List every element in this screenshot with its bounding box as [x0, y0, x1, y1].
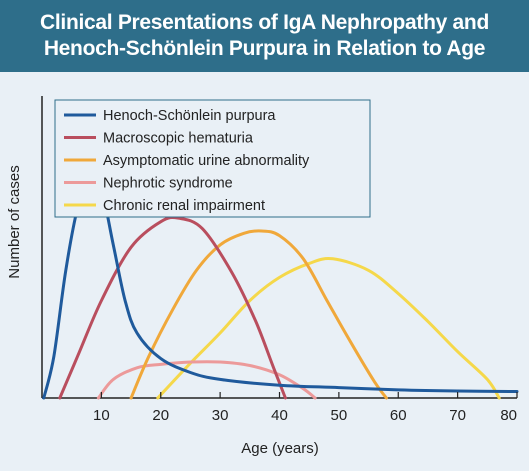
x-tick-label: 50 [331, 407, 348, 424]
legend-label-2: Macroscopic hematuria [103, 131, 254, 147]
x-tick-label: 30 [212, 407, 229, 424]
series-line-3 [129, 229, 388, 400]
legend-label-1: Henoch-Schönlein purpura [103, 108, 276, 124]
chart-title-line-2: Henoch-Schönlein Purpura in Relation to … [43, 37, 486, 60]
x-axis-label: Age (years) [241, 440, 319, 457]
x-tick-label: 40 [271, 407, 288, 424]
series-line-5 [156, 257, 501, 400]
x-axis-ticks: 10 20 30 40 50 60 70 80 [93, 392, 518, 424]
x-tick-label: 10 [93, 407, 110, 424]
line-chart: 10 20 30 40 50 60 70 80 Age (years) Number of c… [6, 96, 519, 457]
legend-label-5: Chronic renal impairment [103, 198, 265, 214]
legend-label-4: Nephrotic syndrome [103, 176, 233, 192]
series-line-4 [96, 360, 317, 400]
legend-label-3: Asymptomatic urine abnormality [103, 153, 310, 169]
chart-title-line-1: Clinical Presentations of IgA Nephropath… [40, 11, 489, 34]
series-line-2 [58, 215, 287, 400]
title-bar: Clinical Presentations of IgA Nephropath… [0, 0, 529, 72]
x-tick-label: 80 [500, 407, 517, 424]
legend-box [54, 99, 371, 218]
chart-area: 10 20 30 40 50 60 70 80 Age (years) Number of c… [0, 72, 529, 471]
legend: Henoch-Schönlein purpura Macroscopic hema… [54, 99, 371, 218]
y-axis-label: Number of cases [6, 165, 23, 278]
x-tick-label: 60 [390, 407, 407, 424]
x-tick-label: 20 [152, 407, 169, 424]
x-tick-label: 70 [449, 407, 466, 424]
series-line-1 [42, 173, 519, 400]
series-lines [42, 173, 519, 400]
